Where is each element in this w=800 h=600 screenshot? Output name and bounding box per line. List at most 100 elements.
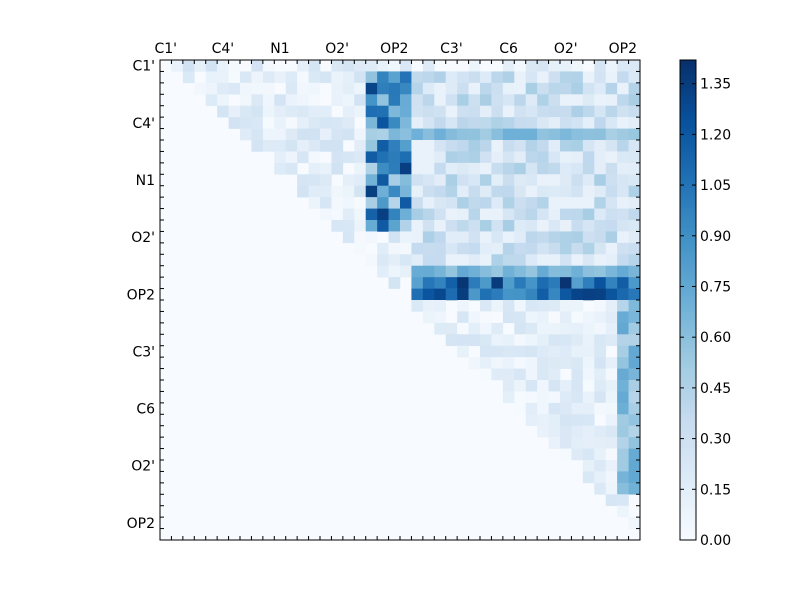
colorbar-tick-label: 1.20	[700, 127, 731, 143]
heatmap-cell	[502, 94, 515, 107]
heatmap-cell	[605, 242, 618, 255]
x-tick-label: O2'	[325, 41, 349, 57]
heatmap-cell	[502, 242, 515, 255]
heatmap-cell	[262, 117, 275, 129]
heatmap-cell	[571, 380, 584, 392]
heatmap-cell	[457, 197, 469, 209]
heatmap-cell	[434, 128, 447, 141]
heatmap-cell	[377, 242, 389, 255]
heatmap-cell	[388, 105, 401, 118]
colorbar-segment	[680, 504, 696, 509]
heatmap-cell	[400, 208, 412, 221]
colorbar-segment	[680, 456, 696, 461]
heatmap-cell	[502, 60, 515, 72]
heatmap-cell	[514, 322, 527, 335]
heatmap-cell	[502, 151, 515, 164]
heatmap-cell	[571, 220, 584, 232]
heatmap-cell	[331, 82, 344, 95]
heatmap-cell	[514, 220, 527, 232]
heatmap-cell	[560, 197, 572, 209]
heatmap-cell	[594, 220, 607, 232]
heatmap-cell	[342, 94, 355, 107]
heatmap-cell	[617, 277, 629, 289]
heatmap-cell	[605, 448, 618, 461]
heatmap-cell	[388, 151, 401, 164]
heatmap-cell	[537, 265, 549, 278]
heatmap-cell	[422, 128, 435, 141]
heatmap-cell	[571, 162, 584, 175]
heatmap-cell	[411, 94, 424, 107]
colorbar-segment	[680, 404, 696, 409]
heatmap-cell	[308, 151, 321, 164]
heatmap-cell	[560, 425, 572, 438]
colorbar-segment	[680, 240, 696, 245]
heatmap-cell	[262, 82, 275, 95]
colorbar-tick-label: 0.75	[700, 279, 731, 295]
heatmap-cell	[628, 345, 641, 358]
heatmap-cell	[400, 254, 412, 267]
heatmap-cell	[502, 254, 515, 267]
heatmap-cell	[502, 265, 515, 278]
heatmap-cell	[628, 391, 641, 404]
heatmap-cell	[548, 380, 561, 392]
heatmap-cell	[582, 128, 595, 141]
heatmap-cell	[537, 82, 549, 95]
heatmap-cell	[274, 140, 287, 152]
heatmap-cell	[537, 414, 549, 427]
heatmap-cell	[502, 174, 515, 187]
heatmap-cell	[537, 357, 549, 369]
colorbar-segment	[680, 492, 696, 497]
heatmap-cell	[308, 128, 321, 141]
heatmap-cell	[548, 151, 561, 164]
heatmap-cell	[605, 185, 618, 198]
heatmap-cell	[411, 128, 424, 141]
heatmap-cell	[217, 71, 229, 84]
heatmap-cell	[525, 94, 538, 107]
heatmap-cell	[445, 288, 458, 301]
heatmap-cell	[525, 322, 538, 335]
heatmap-cell	[537, 197, 549, 209]
heatmap-cell	[548, 402, 561, 415]
colorbar-segment	[680, 104, 696, 109]
heatmap-cell	[594, 128, 607, 141]
heatmap-cell	[548, 174, 561, 187]
colorbar-segment	[680, 184, 696, 189]
x-tick-label: C1'	[154, 41, 177, 57]
heatmap-cell	[628, 242, 641, 255]
heatmap-cell	[514, 368, 527, 381]
heatmap-cell	[514, 242, 527, 255]
colorbar-segment	[680, 160, 696, 165]
heatmap-cell	[411, 71, 424, 84]
heatmap-cell	[582, 368, 595, 381]
heatmap-cell	[331, 94, 344, 107]
heatmap-cell	[560, 300, 572, 312]
heatmap-cell	[502, 380, 515, 392]
heatmap-cell	[605, 128, 618, 141]
heatmap-cell	[468, 197, 481, 209]
heatmap-cell	[594, 254, 607, 267]
colorbar-segment	[680, 384, 696, 389]
heatmap-cell	[308, 185, 321, 198]
x-tick-label: OP2	[380, 41, 408, 57]
heatmap-cell	[525, 105, 538, 118]
heatmap-cell	[297, 117, 309, 129]
heatmap-cell	[514, 402, 527, 415]
heatmap-cell	[365, 220, 378, 232]
heatmap-cell	[628, 105, 641, 118]
heatmap-cell	[480, 128, 492, 141]
heatmap-cell	[308, 94, 321, 107]
heatmap-cell	[548, 300, 561, 312]
heatmap-cell	[411, 174, 424, 187]
heatmap-cell	[537, 71, 549, 84]
colorbar-segment	[680, 192, 696, 197]
heatmap-cell	[537, 368, 549, 381]
heatmap-cell	[320, 128, 332, 141]
heatmap-cell	[434, 174, 447, 187]
heatmap-cell	[240, 105, 252, 118]
heatmap-cell	[228, 117, 241, 129]
heatmap-cell	[480, 311, 492, 324]
heatmap-cell	[331, 140, 344, 152]
colorbar-segment	[680, 304, 696, 309]
heatmap-cell	[537, 208, 549, 221]
heatmap-cell	[445, 71, 458, 84]
